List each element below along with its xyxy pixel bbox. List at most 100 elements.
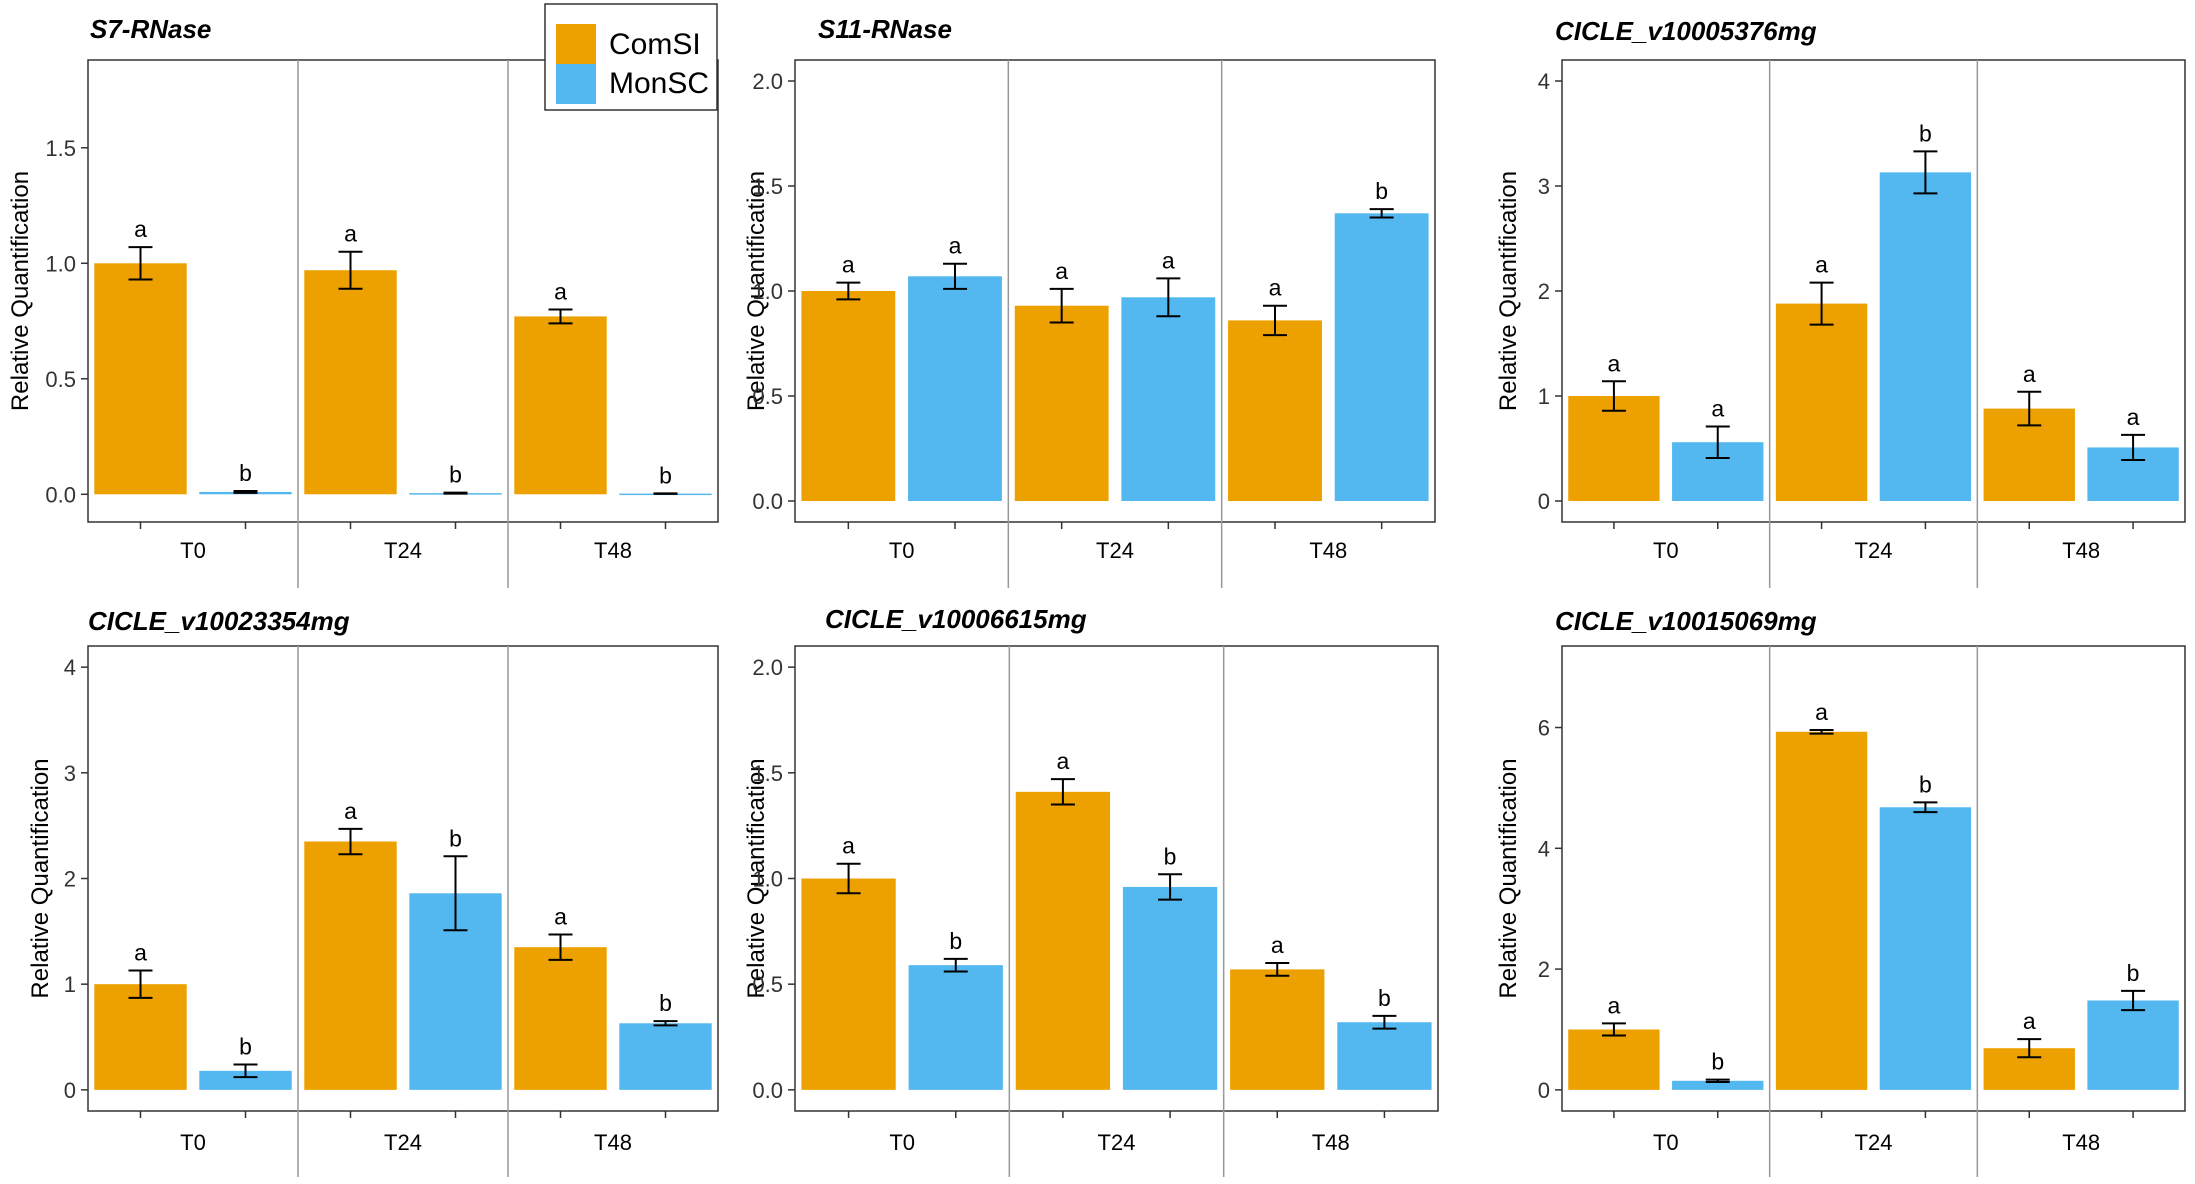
significance-label: a bbox=[1608, 350, 1621, 376]
y-tick-label: 1.5 bbox=[752, 174, 783, 199]
y-axis-label: Relative Quantification bbox=[1495, 171, 1522, 411]
legend: ComSI MonSC bbox=[544, 3, 718, 111]
bar-monsc-t48 bbox=[1337, 1022, 1432, 1090]
significance-label: a bbox=[134, 939, 147, 965]
y-tick-label: 1 bbox=[64, 972, 76, 997]
panel-1: S7-RNase Relative Quantification 0.0 0.5 1.0… bbox=[7, 14, 719, 588]
y-tick-label: 1.5 bbox=[45, 136, 76, 161]
panel-6: CICLE_v10015069mg Relative Quantification… bbox=[1495, 606, 2186, 1177]
y-tick-label: 2 bbox=[1538, 957, 1550, 982]
significance-label: a bbox=[344, 221, 357, 247]
y-tick-label: 0.5 bbox=[752, 384, 783, 409]
y-tick-label: 1.0 bbox=[45, 251, 76, 276]
legend-swatch-monsc bbox=[556, 64, 596, 104]
y-tick-label: 3 bbox=[1538, 174, 1550, 199]
x-category-label: T48 bbox=[1309, 538, 1347, 563]
x-category-label: T48 bbox=[594, 538, 632, 563]
legend-swatch-comsi bbox=[556, 24, 596, 64]
y-tick-label: 1.5 bbox=[752, 761, 783, 786]
panel-4: CICLE_v10023354mg Relative Quantification… bbox=[27, 606, 719, 1177]
bar-monsc-t0 bbox=[908, 276, 1002, 501]
panel-title: CICLE_v10015069mg bbox=[1555, 606, 1817, 636]
x-category-label: T48 bbox=[1312, 1130, 1350, 1155]
significance-label: a bbox=[554, 904, 567, 930]
panel-title: S11-RNase bbox=[818, 14, 952, 44]
panel-title: CICLE_v10006615mg bbox=[825, 604, 1087, 634]
bar-comsi-t0 bbox=[94, 263, 187, 495]
y-axis-label: Relative Quantification bbox=[7, 171, 34, 411]
significance-label: b bbox=[2127, 960, 2140, 986]
significance-label: a bbox=[1608, 992, 1621, 1018]
y-tick-label: 1.0 bbox=[752, 279, 783, 304]
significance-label: a bbox=[1711, 395, 1724, 421]
significance-label: b bbox=[659, 462, 672, 488]
significance-label: a bbox=[134, 216, 147, 242]
significance-label: b bbox=[1378, 985, 1391, 1011]
significance-label: b bbox=[1164, 843, 1177, 869]
legend-label-monsc: MonSC bbox=[609, 67, 709, 100]
bar-comsi-t48 bbox=[1228, 320, 1322, 501]
x-category-label: T0 bbox=[180, 1130, 206, 1155]
bar-comsi-t48 bbox=[514, 316, 607, 495]
panel-3: CICLE_v10005376mg Relative Quantification… bbox=[1495, 16, 2186, 588]
significance-label: b bbox=[1919, 120, 1932, 146]
significance-label: a bbox=[842, 252, 855, 278]
significance-label: b bbox=[449, 825, 462, 851]
y-axis-label: Relative Quantification bbox=[743, 171, 770, 411]
significance-label: a bbox=[2023, 361, 2036, 387]
bar-monsc-t0 bbox=[908, 965, 1003, 1090]
significance-label: a bbox=[554, 278, 567, 304]
bar-monsc-t24 bbox=[1879, 807, 1972, 1090]
bar-comsi-t24 bbox=[1014, 305, 1109, 501]
bar-comsi-t0 bbox=[94, 984, 187, 1090]
y-axis-label: Relative Quantification bbox=[743, 758, 770, 998]
y-tick-label: 0.0 bbox=[752, 1078, 783, 1103]
x-category-label: T0 bbox=[889, 1130, 915, 1155]
bar-comsi-t24 bbox=[304, 841, 397, 1090]
panel-2: S11-RNase Relative Quantification 0.0 0.5 1.… bbox=[743, 14, 1436, 588]
x-category-label: T48 bbox=[2062, 538, 2100, 563]
bar-monsc-t48 bbox=[1334, 213, 1429, 502]
bar-monsc-t24 bbox=[1121, 297, 1216, 501]
bar-comsi-t0 bbox=[1568, 1029, 1660, 1090]
significance-label: b bbox=[659, 990, 672, 1016]
bar-monsc-t48 bbox=[619, 1023, 712, 1090]
bar-monsc-t48 bbox=[2087, 1000, 2179, 1090]
significance-label: a bbox=[1815, 252, 1828, 278]
y-axis-label: Relative Quantification bbox=[27, 758, 54, 998]
significance-label: b bbox=[239, 1034, 252, 1060]
y-tick-label: 0.0 bbox=[45, 482, 76, 507]
bar-comsi-t24 bbox=[304, 270, 397, 495]
bar-monsc-t0 bbox=[199, 1070, 292, 1090]
bar-comsi-t48 bbox=[514, 947, 607, 1090]
panel-title: CICLE_v10023354mg bbox=[88, 606, 350, 636]
y-tick-label: 0 bbox=[1538, 1078, 1550, 1103]
significance-label: a bbox=[2127, 404, 2140, 430]
significance-label: a bbox=[1815, 699, 1828, 725]
significance-label: a bbox=[842, 833, 855, 859]
bar-comsi-t24 bbox=[1015, 791, 1111, 1090]
significance-label: a bbox=[1055, 258, 1068, 284]
significance-label: a bbox=[344, 798, 357, 824]
y-tick-label: 2 bbox=[64, 867, 76, 892]
panel-title: S7-RNase bbox=[90, 14, 211, 44]
x-category-label: T24 bbox=[1855, 538, 1893, 563]
y-tick-label: 6 bbox=[1538, 716, 1550, 741]
bar-comsi-t24 bbox=[1775, 731, 1868, 1090]
bar-monsc-t24 bbox=[1122, 886, 1218, 1090]
y-tick-label: 0.5 bbox=[45, 367, 76, 392]
x-category-label: T48 bbox=[594, 1130, 632, 1155]
y-tick-label: 4 bbox=[1538, 836, 1550, 861]
bar-monsc-t24 bbox=[1879, 172, 1972, 501]
bar-comsi-t0 bbox=[801, 291, 896, 501]
x-category-label: T24 bbox=[1855, 1130, 1893, 1155]
x-category-label: T24 bbox=[1096, 538, 1134, 563]
significance-label: b bbox=[1375, 178, 1388, 204]
significance-label: a bbox=[2023, 1008, 2036, 1034]
y-tick-label: 4 bbox=[1538, 69, 1550, 94]
significance-label: a bbox=[1162, 247, 1175, 273]
significance-label: a bbox=[1271, 932, 1284, 958]
x-category-label: T24 bbox=[1098, 1130, 1136, 1155]
significance-label: b bbox=[239, 460, 252, 486]
